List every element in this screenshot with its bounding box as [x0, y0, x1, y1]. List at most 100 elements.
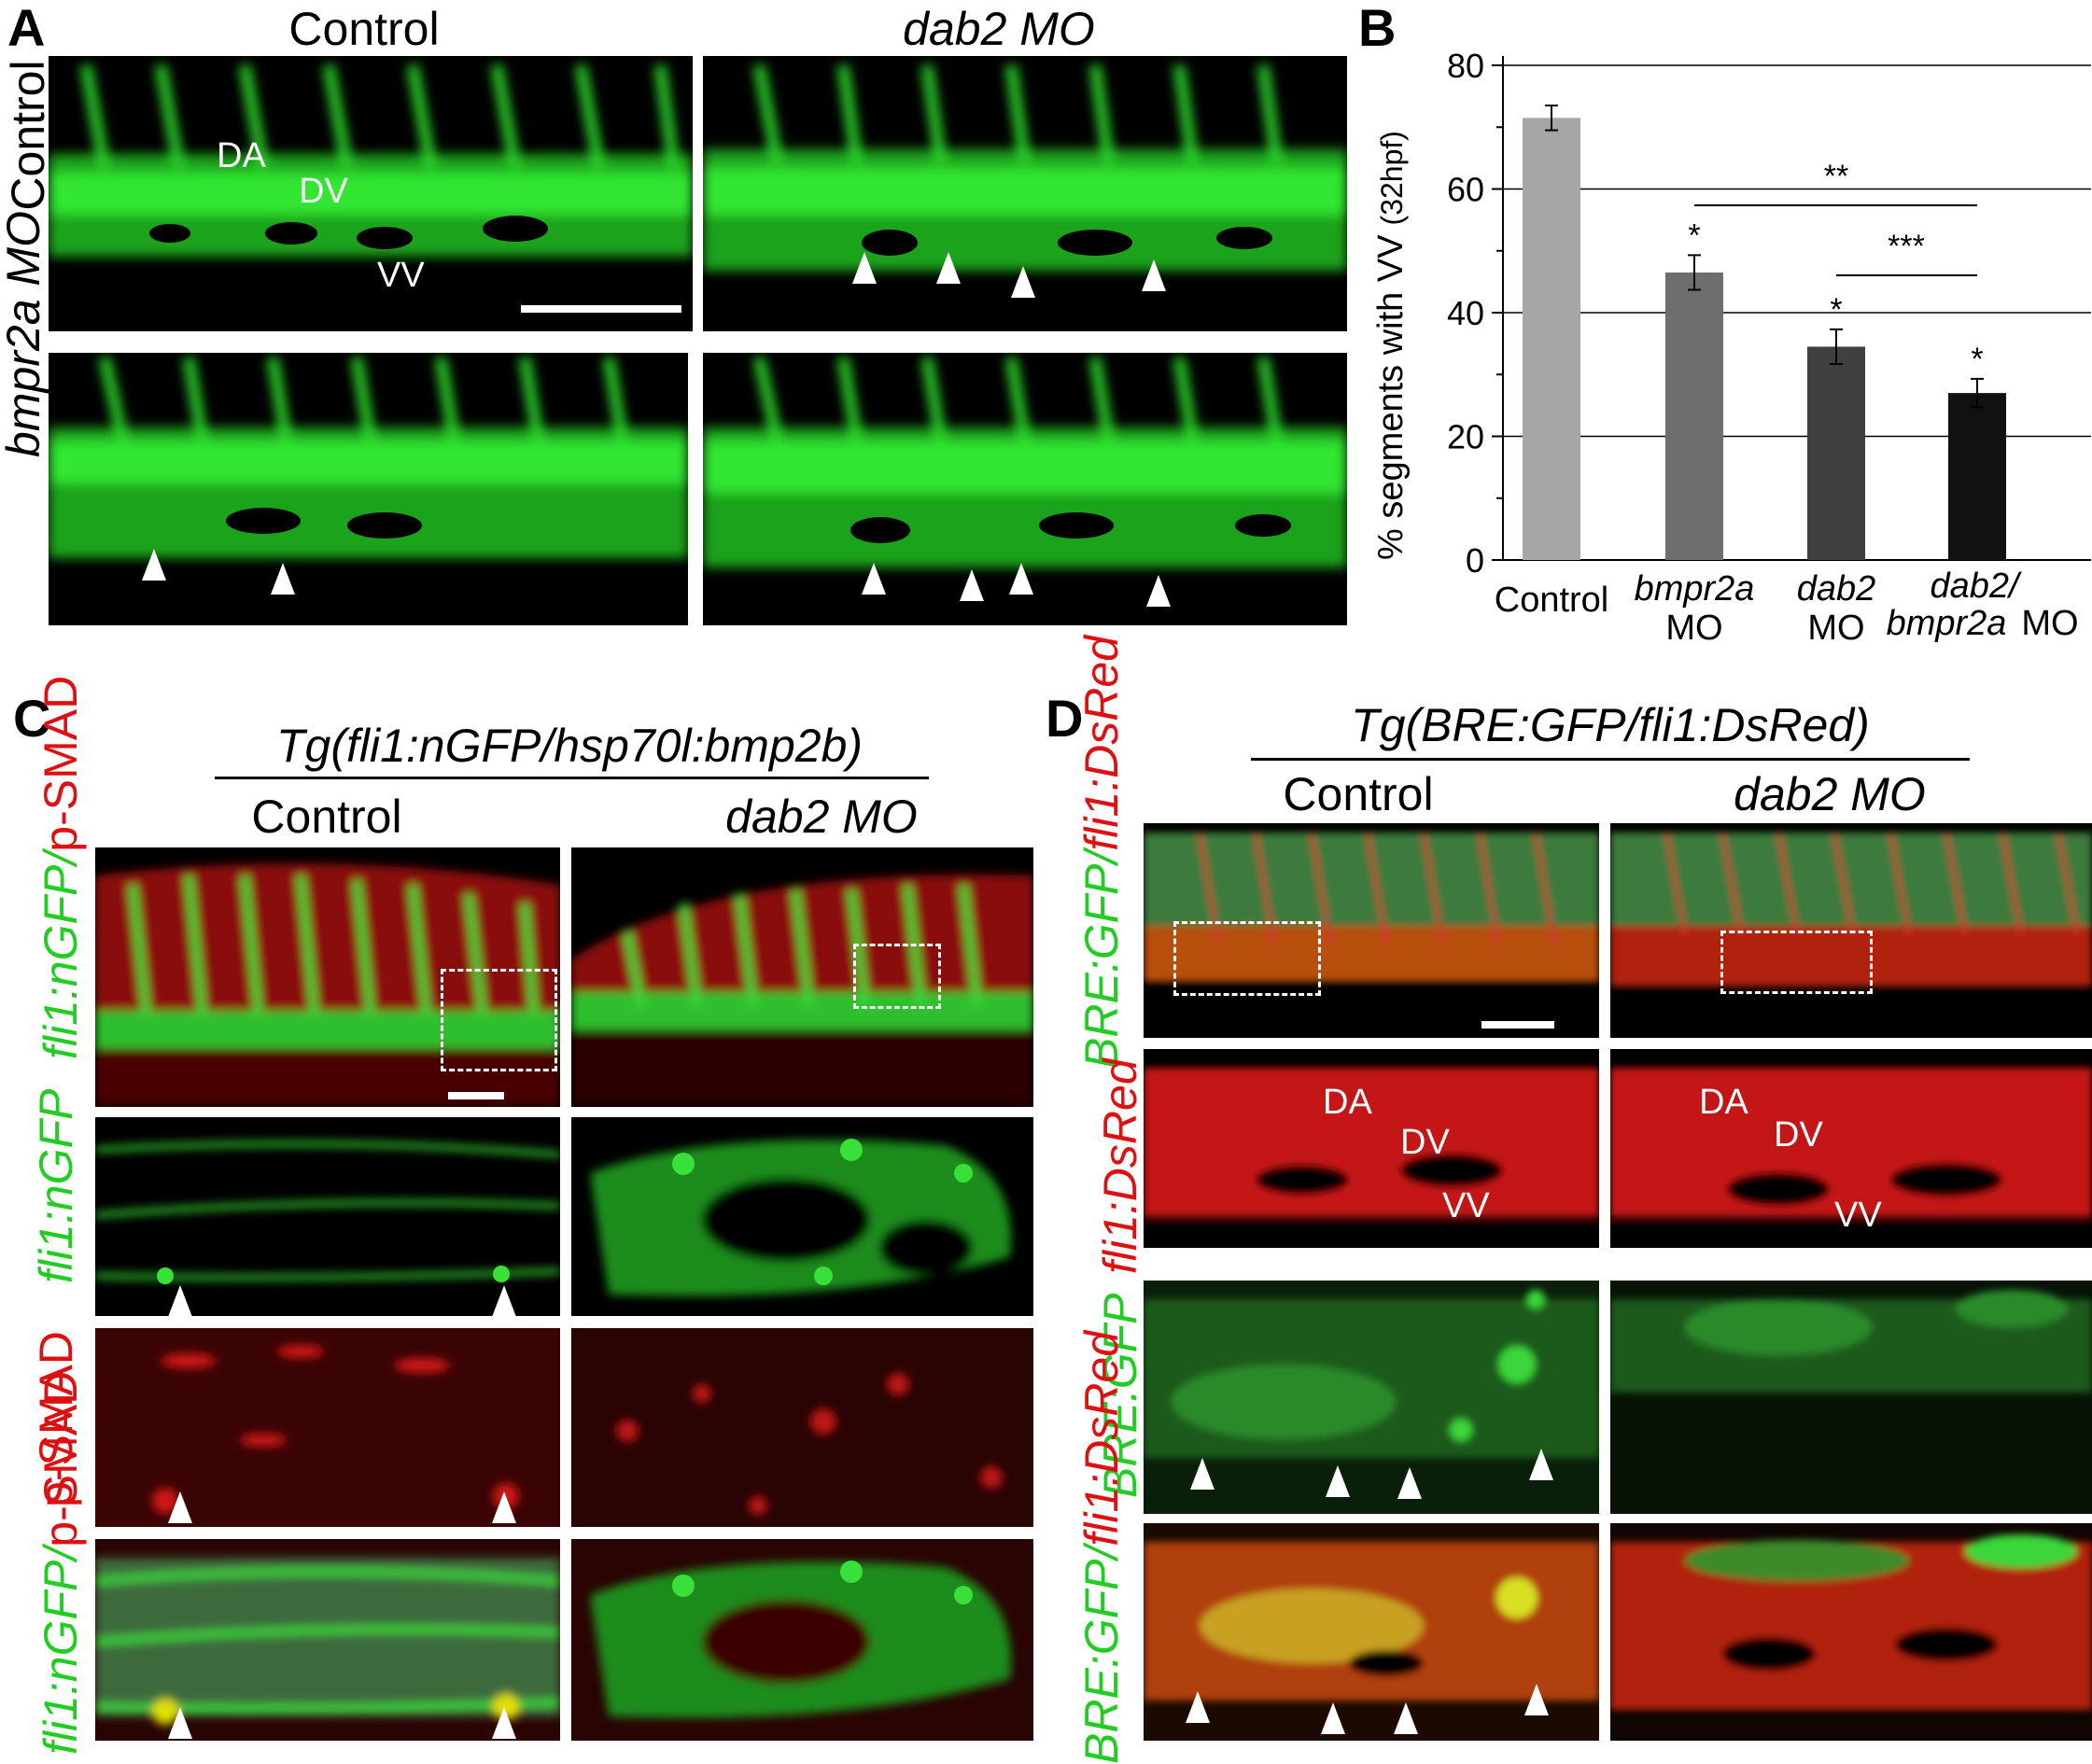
arrowhead-icon [1394, 1702, 1418, 1734]
arrowhead-icon [936, 252, 961, 284]
panel-a-control-control-image [49, 56, 693, 331]
label-vv: VV [377, 256, 425, 295]
y-axis-label: % segments with VV(32hpf) [1372, 131, 1411, 560]
y-tick-label: 80 [1447, 47, 1484, 85]
label-da: DA [1323, 1083, 1372, 1122]
zoom-region-box [441, 969, 557, 1071]
arrowhead-icon [1397, 1467, 1422, 1499]
panel-a-bmpr2a-control-image [49, 353, 688, 625]
zoom-region-box [1173, 921, 1321, 996]
scale-bar [1481, 1021, 1554, 1029]
sig-single-label: * [1971, 342, 1983, 377]
zoom-region-box [1720, 931, 1873, 994]
panel-d-title: Tg(BRE:GFP/fli1:DsRed) [1351, 699, 1870, 751]
x-category-label: MO [1665, 609, 1722, 648]
x-category-label: MO [2021, 604, 2078, 643]
bar [1665, 272, 1723, 560]
panel-d-letter: D [1046, 689, 1084, 748]
arrowhead-icon [271, 563, 295, 595]
y-tick-label: 40 [1447, 294, 1484, 332]
panel-a-control-dab2-image [703, 56, 1347, 331]
y-tick-label: 20 [1447, 418, 1484, 456]
panel-c-row2-label: fli1:nGFP [30, 1088, 82, 1283]
panel-c-col-control: Control [251, 791, 402, 843]
arrowhead-icon [168, 1707, 192, 1739]
label-vv: VV [1442, 1186, 1490, 1225]
panel-d-zoom-merge-dab2-image [1610, 1523, 2092, 1741]
arrowhead-icon [1142, 259, 1166, 291]
label-da: DA [217, 136, 266, 175]
panel-d-zoom-merge-control-image [1144, 1523, 1599, 1741]
panel-d-zoom-dsred-control-image [1144, 1049, 1599, 1248]
panel-c-zoom-psmad-control-image [95, 1328, 560, 1527]
sig-single-label: * [1830, 292, 1842, 328]
panel-c-row1-label: fli1:nGFP/p-SMAD [35, 675, 87, 1059]
x-category-label: MO [1807, 609, 1864, 648]
arrowhead-icon [1146, 575, 1171, 607]
x-category-label: bmpr2a [1635, 569, 1755, 609]
sig-double-label: ** [1824, 159, 1848, 194]
panel-c-overview-control-image [95, 847, 560, 1107]
arrowhead-icon [1009, 563, 1033, 595]
label-vv: VV [1834, 1196, 1882, 1235]
panel-c-overview-dab2-image [571, 847, 1033, 1107]
panel-d-title-rule [1251, 758, 1970, 761]
arrowhead-icon [960, 569, 984, 601]
panel-c-zoom-merge-dab2-image [571, 1539, 1033, 1741]
panel-d-overview-dab2-image [1610, 823, 2092, 1038]
label-dv: DV [1774, 1115, 1823, 1155]
label-dv: DV [1400, 1123, 1450, 1162]
arrowhead-icon [1524, 1684, 1549, 1715]
arrowhead-icon [492, 1707, 516, 1739]
arrowhead-icon [1190, 1458, 1214, 1490]
panel-c-title: Tg(fli1:nGFP/hsp70l:bmp2b) [275, 720, 863, 772]
y-tick-label: 0 [1466, 541, 1484, 580]
panel-a-row-control: Control [2, 60, 54, 211]
panel-d-zoom-gfp-control-image [1144, 1281, 1599, 1514]
panel-d-zoom-gfp-dab2-image [1610, 1281, 2092, 1514]
panel-d-overview-control-image [1144, 823, 1599, 1038]
arrowhead-icon [1186, 1691, 1210, 1723]
arrowhead-icon [1321, 1702, 1345, 1734]
x-category-label: dab2/ [1930, 567, 2022, 606]
panel-d-col-dab2: dab2 MO [1734, 768, 1926, 820]
sig-triple-label: *** [1888, 229, 1925, 264]
label-dv: DV [299, 172, 348, 211]
label-da: DA [1699, 1083, 1748, 1122]
arrowhead-icon [492, 1491, 516, 1523]
panel-d-col-control: Control [1283, 768, 1434, 820]
bar [1948, 393, 2006, 560]
panel-c-zoom-gfp-dab2-image [571, 1117, 1033, 1316]
panel-d-zoom-dsred-dab2-image [1610, 1049, 2092, 1248]
panel-a-letter: A [7, 0, 46, 57]
panel-c-letter: C [13, 689, 51, 748]
panel-c-zoom-merge-control-image [95, 1539, 560, 1741]
scale-bar [448, 1092, 504, 1099]
panel-c-zoom-psmad-dab2-image [571, 1328, 1033, 1527]
bar [1523, 118, 1580, 560]
arrowhead-icon [1011, 266, 1035, 298]
panel-d-row2-label: fli1:DsRed [1094, 1058, 1146, 1274]
panel-a-row-bmpr2a: bmpr2a MO [0, 211, 49, 457]
x-category-label: Control [1495, 581, 1609, 620]
panel-d-row1-label: BRE:GFP/fli1:DsRed [1075, 635, 1128, 1069]
zoom-region-box [853, 944, 941, 1009]
panel-a-bmpr2a-dab2-image [703, 353, 1347, 625]
arrowhead-icon [1326, 1465, 1350, 1497]
panel-b-letter: B [1358, 0, 1397, 57]
arrowhead-icon [862, 563, 886, 595]
sig-single-label: * [1688, 217, 1700, 253]
arrowhead-icon [1529, 1449, 1553, 1480]
x-category-label: dab2 [1797, 569, 1876, 609]
arrowhead-icon [852, 252, 877, 284]
panel-c-zoom-gfp-control-image [95, 1117, 560, 1316]
panel-c-title-rule [215, 777, 929, 779]
panel-c-col-dab2: dab2 MO [725, 791, 918, 843]
panel-d-row4-label: BRE:GFP/fli1:DsRed [1075, 1330, 1128, 1764]
arrowhead-icon [168, 1491, 192, 1523]
panel-a-col-dab2: dab2 MO [903, 3, 1095, 55]
arrowhead-icon [492, 1285, 516, 1316]
arrowhead-icon [142, 549, 166, 581]
scale-bar [521, 305, 681, 313]
